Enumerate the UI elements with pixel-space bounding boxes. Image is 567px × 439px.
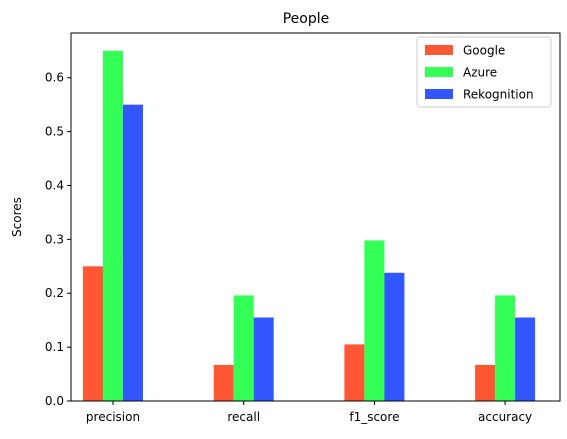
bar-rekognition-accuracy: [515, 317, 536, 401]
chart-title: People: [283, 11, 330, 27]
bar-azure-recall: [233, 295, 254, 401]
legend-swatch-google: [425, 45, 453, 55]
legend: Google Azure Rekognition: [416, 36, 552, 108]
bar-rekognition-f1_score: [384, 272, 405, 401]
bar-google-recall: [213, 364, 234, 401]
x-tick-label-f1_score: f1_score: [349, 410, 399, 424]
legend-label-azure: Azure: [463, 66, 497, 80]
bar-rekognition-precision: [123, 104, 143, 401]
x-tick-label-recall: recall: [227, 410, 260, 424]
y-tick-label: 0.2: [45, 286, 64, 300]
y-tick-label: 0.4: [45, 178, 64, 192]
y-tick-label: 0.6: [45, 71, 64, 85]
axes-frame: [70, 32, 561, 402]
y-tick-label: 0.0: [45, 394, 64, 408]
legend-swatch-rekognition: [425, 89, 453, 99]
bar-google-accuracy: [475, 364, 496, 401]
bar-google-precision: [83, 266, 103, 401]
bar-azure-f1_score: [364, 240, 385, 401]
y-tick-label: 0.1: [45, 340, 64, 354]
bar-azure-accuracy: [495, 295, 516, 401]
bar-google-f1_score: [344, 344, 365, 401]
plot-area: 0.0 0.1 0.2 0.3 0.4 0.5 0.6 precision recall f1_s…: [45, 32, 561, 424]
legend-label-google: Google: [463, 44, 505, 58]
x-tick-label-precision: precision: [86, 410, 140, 424]
y-tick-label: 0.5: [45, 125, 64, 139]
legend-label-rekognition: Rekognition: [463, 88, 534, 102]
bar-azure-precision: [103, 50, 123, 401]
x-tick-label-accuracy: accuracy: [478, 410, 532, 424]
bar-rekognition-recall: [253, 317, 274, 401]
y-axis-label: Scores: [10, 197, 24, 237]
legend-swatch-azure: [425, 67, 453, 77]
y-tick-label: 0.3: [45, 232, 64, 246]
